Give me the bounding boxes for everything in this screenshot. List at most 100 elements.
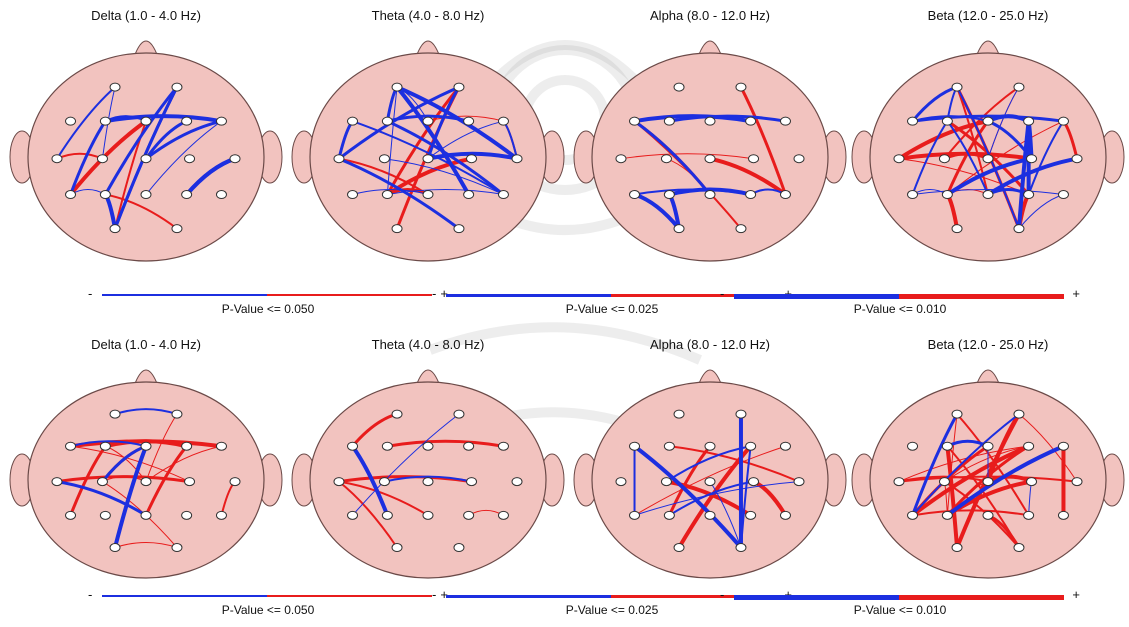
positive-connection [896, 151, 1034, 161]
head-map [9, 369, 283, 579]
electrode [347, 190, 359, 200]
electrode [629, 510, 641, 520]
electrode [663, 441, 675, 451]
electrode [65, 441, 77, 451]
positive-connection [68, 439, 224, 449]
electrode [907, 441, 919, 451]
eeg-panel-alpha-top: Alpha (8.0 - 12.0 Hz) [569, 8, 851, 278]
electrode [1057, 441, 1069, 451]
positive-connection [144, 444, 189, 517]
negative-connection [946, 120, 989, 196]
electrode [391, 543, 403, 553]
electrode [109, 82, 121, 92]
electrode [660, 154, 672, 164]
electrode [704, 441, 716, 451]
electrode [466, 477, 478, 487]
positive-connection [708, 156, 788, 197]
electrode [96, 477, 108, 487]
electrode [181, 190, 193, 200]
electrode [735, 82, 747, 92]
positive-connection [337, 480, 429, 517]
electrode [140, 190, 152, 200]
negative-connection [144, 119, 223, 161]
eeg-panel-delta-bottom: Delta (1.0 - 4.0 Hz) [5, 337, 287, 595]
electrode [663, 116, 675, 126]
electrode [215, 510, 227, 520]
electrode [1013, 543, 1025, 553]
electrode [422, 441, 434, 451]
pvalue-legend: - + P-Value <= 0.010 [720, 286, 1080, 326]
positive-connection [1018, 413, 1078, 483]
electrode [391, 409, 403, 419]
negative-connection [945, 156, 1034, 197]
electrodes [51, 82, 241, 234]
electrode [497, 116, 509, 126]
legend-minus: - [432, 286, 437, 301]
electrode [938, 154, 950, 164]
head-map [291, 40, 565, 262]
electrode [745, 116, 757, 126]
electrode [391, 82, 403, 92]
electrode [109, 543, 121, 553]
electrode [463, 441, 475, 451]
negative-connection [911, 114, 1065, 123]
positive-connection [337, 480, 399, 549]
electrodes [893, 82, 1083, 234]
panel-title: Beta (12.0 - 25.0 Hz) [927, 8, 1049, 23]
electrode [333, 477, 345, 487]
electrode [171, 543, 183, 553]
negative-connection [633, 188, 752, 196]
electrode [140, 510, 152, 520]
negative-connection [632, 444, 743, 550]
electrode [453, 82, 465, 92]
electrode [893, 154, 905, 164]
electrode [941, 510, 953, 520]
positive-connection [114, 542, 178, 549]
electrode [378, 477, 390, 487]
electrode [1057, 116, 1069, 126]
electrode [463, 190, 475, 200]
panel-title: Beta (12.0 - 25.0 Hz) [927, 337, 1049, 352]
electrode [748, 477, 760, 487]
pvalue-legend: - + P-Value <= 0.025 [432, 587, 792, 627]
legend-minus: - [432, 587, 437, 602]
legend-minus: - [88, 286, 93, 301]
electrode [381, 441, 393, 451]
negative-connection [633, 119, 712, 197]
electrode [745, 190, 757, 200]
electrode [171, 224, 183, 234]
positive-connection [898, 445, 1030, 483]
negative-connection [55, 480, 148, 517]
positive-connection [896, 119, 990, 161]
electrode [422, 510, 434, 520]
electrode [171, 409, 183, 419]
negative-connection [911, 412, 959, 517]
negative-connection [385, 119, 505, 197]
electrodes [51, 409, 241, 553]
electrode [463, 116, 475, 126]
positive-connection [739, 85, 787, 197]
electrode [704, 190, 716, 200]
electrode [171, 82, 183, 92]
electrode [893, 477, 905, 487]
negative-connection [1027, 120, 1065, 196]
electrode [982, 510, 994, 520]
head-map [851, 369, 1125, 579]
legend-pvalue: P-Value <= 0.050 [221, 603, 315, 617]
panel-title: Alpha (8.0 - 12.0 Hz) [650, 8, 770, 23]
electrode [982, 441, 994, 451]
electrode [793, 477, 805, 487]
positive-connection [946, 413, 958, 516]
electrode [941, 116, 953, 126]
negative-connection [386, 189, 504, 196]
electrode [951, 82, 963, 92]
head-map [291, 369, 565, 579]
negative-connection [69, 440, 147, 448]
positive-connection [945, 444, 960, 550]
electrode [673, 543, 685, 553]
electrodes [615, 409, 805, 553]
electrode [463, 510, 475, 520]
electrode [951, 543, 963, 553]
electrode [907, 190, 919, 200]
electrode [673, 409, 685, 419]
